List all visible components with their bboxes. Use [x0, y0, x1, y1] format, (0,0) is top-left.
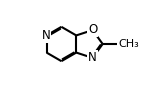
Text: N: N — [88, 51, 97, 64]
Text: CH₃: CH₃ — [118, 39, 139, 49]
Text: O: O — [88, 23, 97, 36]
Text: N: N — [42, 29, 50, 42]
